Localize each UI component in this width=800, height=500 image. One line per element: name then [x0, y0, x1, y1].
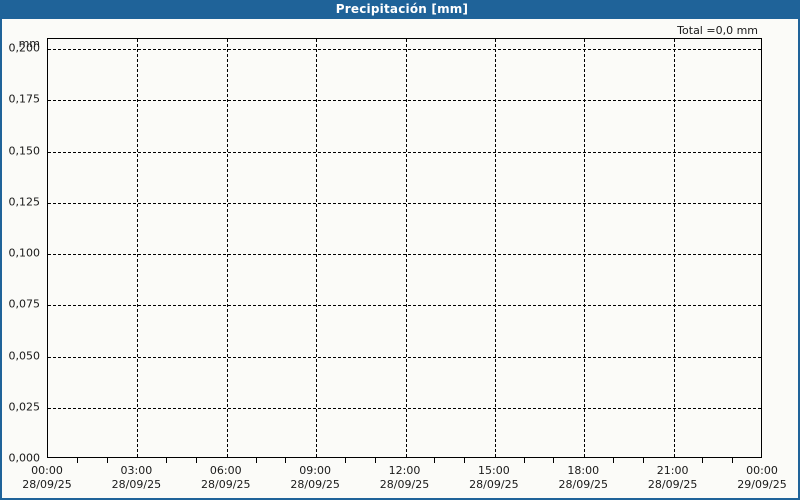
y-axis-unit-label: mm	[18, 37, 40, 50]
vertical-gridline	[494, 39, 496, 457]
x-minor-tick	[732, 458, 734, 463]
x-minor-tick	[76, 458, 78, 463]
horizontal-gridline	[48, 305, 761, 307]
x-tick-date: 28/09/25	[647, 478, 698, 491]
x-minor-tick	[255, 458, 257, 463]
vertical-gridline	[137, 39, 139, 457]
y-tick-label: 0,000	[8, 451, 41, 465]
x-tick-label: 18:00 28/09/25	[559, 464, 608, 492]
vertical-gridline	[226, 39, 228, 457]
x-tick-time: 09:00	[299, 464, 331, 477]
x-tick-label: 06:00 28/09/25	[201, 464, 250, 492]
horizontal-gridline	[48, 254, 761, 256]
y-tick-label: 0,050	[8, 349, 41, 363]
x-minor-tick	[434, 458, 436, 463]
y-tick-label: 0,075	[8, 297, 41, 311]
y-tick-label: 0,175	[8, 92, 41, 106]
x-tick-time: 15:00	[478, 464, 510, 477]
vertical-gridline	[584, 39, 586, 457]
x-tick-time: 03:00	[120, 464, 153, 477]
x-minor-tick	[106, 458, 108, 463]
horizontal-gridline	[48, 407, 761, 409]
horizontal-gridline	[48, 151, 761, 153]
x-tick-time: 00:00	[746, 464, 778, 477]
y-tick-label: 0,100	[8, 246, 41, 260]
y-tick-label: 0,125	[8, 195, 41, 209]
x-minor-tick	[464, 458, 466, 463]
plot-area	[47, 38, 762, 458]
x-tick-time: 18:00	[567, 464, 600, 477]
x-minor-tick	[702, 458, 704, 463]
x-tick-date: 28/09/25	[469, 478, 519, 491]
x-tick-date: 28/09/25	[201, 478, 251, 491]
horizontal-gridline	[48, 356, 761, 358]
x-tick-date: 28/09/25	[290, 478, 340, 491]
x-tick-label: 00:00 29/09/25	[737, 464, 786, 492]
x-tick-date: 28/09/25	[558, 478, 608, 491]
window-title: Precipitación [mm]	[335, 2, 469, 16]
x-minor-tick	[166, 458, 168, 463]
x-tick-date: 28/09/25	[379, 478, 430, 491]
y-tick-label: 0,150	[8, 144, 41, 158]
horizontal-gridline	[48, 49, 761, 51]
x-minor-tick	[285, 458, 287, 463]
x-minor-tick	[642, 458, 644, 463]
x-minor-tick	[613, 458, 615, 463]
x-tick-time: 21:00	[656, 464, 689, 477]
vertical-gridline	[673, 39, 675, 457]
x-tick-label: 03:00 28/09/25	[112, 464, 161, 492]
vertical-gridline	[405, 39, 407, 457]
x-minor-tick	[523, 458, 525, 463]
x-minor-tick	[344, 458, 346, 463]
x-tick-time: 06:00	[209, 464, 242, 477]
x-tick-label: 09:00 28/09/25	[290, 464, 339, 492]
x-tick-time: 00:00	[31, 464, 63, 477]
total-annotation: Total =0,0 mm	[677, 24, 758, 37]
x-minor-tick	[553, 458, 555, 463]
x-minor-tick	[374, 458, 376, 463]
x-tick-date: 29/09/25	[737, 478, 787, 491]
x-tick-label: 21:00 28/09/25	[648, 464, 697, 492]
y-tick-label: 0,200	[8, 41, 41, 55]
x-tick-label: 12:00 28/09/25	[380, 464, 429, 492]
window-title-bar: Precipitación [mm]	[2, 0, 798, 19]
gridline-layer	[48, 39, 761, 457]
x-tick-time: 12:00	[388, 464, 421, 477]
x-tick-label: 00:00 28/09/25	[22, 464, 71, 492]
horizontal-gridline	[48, 202, 761, 204]
x-tick-date: 28/09/25	[111, 478, 162, 491]
x-minor-tick	[195, 458, 197, 463]
x-tick-label: 15:00 28/09/25	[469, 464, 518, 492]
x-tick-date: 28/09/25	[22, 478, 72, 491]
vertical-gridline	[316, 39, 318, 457]
y-tick-label: 0,025	[8, 400, 41, 414]
horizontal-gridline	[48, 100, 761, 102]
